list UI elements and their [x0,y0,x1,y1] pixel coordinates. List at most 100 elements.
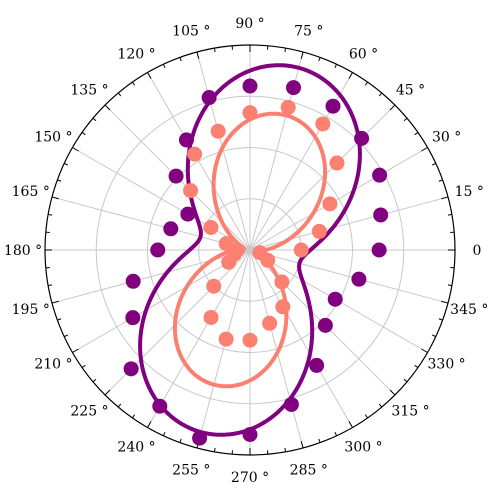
angle-tick-210 [72,348,79,353]
series-1-point-23 [252,245,268,261]
angle-tick-55 [364,81,368,86]
grid-spoke-14 [72,249,251,353]
angle-tick-30 [421,147,428,152]
angle-labels: 0 15 ° 30 ° 45 ° 60 ° 75 ° 90 ° 105 ° 120 ° 135 °… [4,16,488,486]
angle-tick-220 [92,378,97,383]
series-1-point-2 [322,196,338,212]
angle-tick-285 [300,441,304,449]
series-0-point-18 [242,427,258,442]
series-1-point-21 [274,274,290,290]
angle-label-345: 345 ° [450,302,488,318]
series-layer [123,63,389,446]
angle-label-315: 315 ° [391,404,429,420]
angle-tick-235 [132,414,136,419]
grid-spoke-2 [249,147,428,251]
angle-tick-315 [389,389,396,396]
series-0-point-8 [178,132,194,148]
angle-tick-200 [57,318,62,321]
angle-tick-105 [196,51,200,59]
grid-spoke-11 [51,196,251,251]
angle-label-330: 330 ° [428,357,466,373]
series-1-point-18 [242,332,258,348]
series-0-point-12 [150,242,166,258]
angle-tick-340 [438,318,443,321]
series-1-point-3 [329,155,345,171]
angle-label-285: 285 ° [290,462,328,478]
angle-tick-110 [179,57,182,62]
angle-label-255: 255 ° [172,462,210,478]
series-0-point-23 [351,271,367,287]
series-0-point-5 [286,80,302,96]
series-0-point-6 [242,78,258,94]
angle-tick-160 [57,179,62,182]
angle-tick-155 [63,162,69,166]
angle-tick-325 [414,364,419,368]
series-1-point-14 [221,254,237,270]
angle-tick-240 [147,421,152,428]
angle-tick-115 [162,63,166,69]
angle-tick-280 [284,447,287,452]
series-0-point-20 [309,357,325,373]
grid-spoke-10 [72,147,251,251]
series-1-point-1 [311,223,327,239]
grid-spoke-7 [196,51,251,251]
angle-tick-140 [92,117,97,122]
angle-tick-120 [147,72,152,79]
angle-tick-225 [104,389,111,396]
grid-spoke-23 [249,249,449,304]
angle-label-90: 90 ° [235,16,264,32]
angle-tick-215 [81,364,86,368]
angle-tick-135 [104,104,111,111]
series-0-point-17 [192,430,208,446]
series-0-point-7 [201,90,217,106]
angle-tick-125 [132,81,136,86]
angle-tick-130 [117,92,122,97]
angle-label-270: 270 ° [231,470,269,486]
angle-tick-345 [441,300,449,304]
angle-tick-250 [179,438,182,443]
series-1-point-15 [206,278,222,294]
angle-label-45: 45 ° [396,82,425,98]
angle-tick-40 [403,117,408,122]
series-1-point-19 [262,315,278,331]
angle-tick-260 [213,447,216,452]
grid-spoke-20 [249,249,353,428]
series-1-point-6 [242,105,258,121]
angle-tick-245 [162,431,166,437]
series-0-point-4 [325,98,341,114]
series-1-point-20 [275,299,291,315]
angle-label-240: 240 ° [117,440,155,456]
angle-tick-190 [48,284,53,287]
series-0-point-14 [125,310,141,326]
series-0-point-11 [163,221,179,237]
grid-spoke-19 [249,249,304,449]
angle-tick-300 [348,421,353,428]
angle-tick-60 [348,72,353,79]
grid-spoke-3 [249,104,396,251]
angle-tick-50 [378,92,383,97]
series-1-point-9 [183,183,199,199]
series-0-point-21 [317,317,333,333]
angle-label-60: 60 ° [349,46,378,62]
series-0-point-1 [373,207,389,223]
angle-label-150: 150 ° [34,130,72,146]
angle-tick-290 [318,438,321,443]
series-1-point-8 [187,146,203,162]
angle-tick-195 [51,300,59,304]
series-0-point-2 [372,167,388,183]
series-0-point-22 [327,291,343,307]
angle-tick-65 [334,63,338,69]
series-1-point-11 [218,236,234,252]
grid-spoke-8 [147,72,251,251]
angle-tick-20 [438,179,443,182]
angle-tick-320 [403,378,408,383]
series-0-point-10 [180,206,196,222]
angle-tick-205 [63,334,69,338]
angle-tick-230 [117,403,122,408]
angle-label-0: 0 [473,243,482,259]
angle-ticks [45,45,455,455]
angle-tick-75 [300,51,304,59]
angle-label-180: 180 ° [4,243,42,259]
angle-tick-310 [378,403,383,408]
series-0-line [138,63,362,437]
